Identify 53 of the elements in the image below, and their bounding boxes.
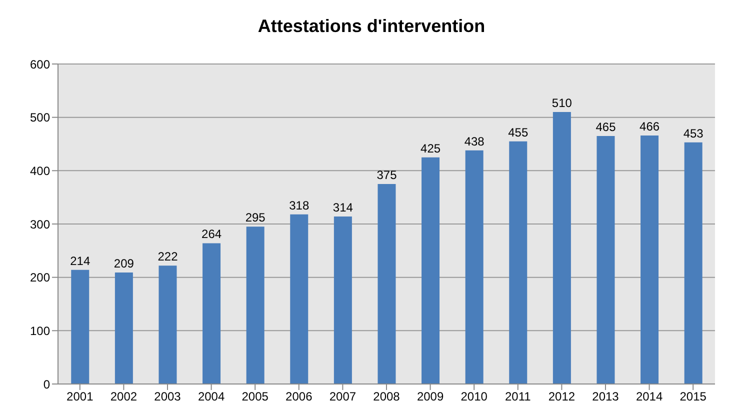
data-label: 453 (683, 126, 704, 140)
x-tick-label: 2012 (548, 390, 576, 404)
bar (114, 272, 133, 384)
bar (158, 266, 177, 384)
data-label: 375 (376, 168, 398, 182)
data-label: 318 (289, 198, 310, 212)
bar (378, 184, 396, 384)
x-tick-label: 2009 (416, 390, 444, 404)
data-label: 455 (508, 125, 528, 140)
bar (552, 112, 571, 384)
bar (640, 135, 659, 384)
x-tick-label: 2006 (286, 390, 313, 404)
chart-title: Attestations d'intervention (256, 15, 486, 38)
x-tick-label: 2007 (329, 390, 356, 404)
bar (246, 226, 264, 384)
data-label: 465 (596, 120, 616, 134)
y-tick-label: 400 (30, 164, 50, 178)
data-label: 438 (464, 134, 485, 148)
data-label: 466 (640, 119, 660, 134)
x-tick-label: 2010 (460, 390, 488, 404)
x-tick-label: 2004 (198, 390, 225, 404)
y-tick-label: 300 (30, 217, 50, 232)
bar (71, 270, 90, 384)
data-label: 264 (202, 227, 222, 242)
data-label: 209 (114, 256, 134, 271)
y-tick-label: 200 (30, 270, 50, 285)
x-tick-label: 2005 (242, 390, 269, 404)
bar (509, 141, 528, 384)
x-tick-label: 2002 (110, 390, 138, 404)
bar (202, 243, 221, 384)
bar (290, 214, 308, 384)
bar (334, 216, 352, 384)
x-tick-label: 2014 (636, 390, 663, 404)
bar (422, 157, 440, 384)
x-tick-label: 2011 (504, 390, 532, 404)
x-tick-label: 2008 (373, 390, 400, 404)
x-tick-label: 2001 (66, 390, 94, 404)
bar (596, 136, 615, 384)
data-label: 222 (158, 250, 178, 264)
bar (684, 142, 702, 384)
data-label: 510 (552, 96, 572, 110)
y-tick-label: 500 (30, 110, 50, 125)
y-tick-label: 100 (30, 324, 50, 338)
bar (465, 150, 484, 384)
data-label: 314 (332, 200, 354, 215)
x-tick-label: 2003 (154, 390, 182, 404)
y-tick-label: 600 (30, 57, 50, 72)
data-label: 295 (245, 210, 266, 225)
x-tick-label: 2015 (680, 390, 707, 404)
x-tick-label: 2013 (592, 390, 620, 404)
data-label: 214 (70, 254, 90, 268)
data-label: 425 (420, 141, 441, 156)
y-tick-label: 0 (43, 377, 50, 392)
